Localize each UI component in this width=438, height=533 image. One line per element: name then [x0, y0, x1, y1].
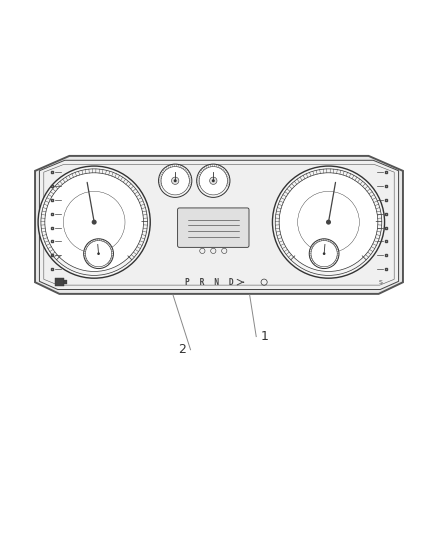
Polygon shape: [39, 160, 399, 289]
Text: S: S: [379, 280, 383, 285]
FancyBboxPatch shape: [177, 208, 249, 247]
Circle shape: [161, 167, 189, 195]
Text: P  R  N  D: P R N D: [185, 278, 234, 287]
Circle shape: [279, 173, 378, 271]
Circle shape: [85, 240, 112, 267]
Circle shape: [212, 179, 215, 182]
Polygon shape: [35, 156, 403, 294]
Circle shape: [97, 252, 100, 255]
Circle shape: [84, 239, 113, 269]
Circle shape: [323, 252, 325, 255]
Text: 1: 1: [261, 330, 268, 343]
Circle shape: [199, 167, 227, 195]
Circle shape: [311, 240, 337, 267]
Circle shape: [210, 177, 217, 184]
Circle shape: [272, 166, 385, 278]
Circle shape: [174, 179, 177, 182]
Circle shape: [92, 220, 97, 224]
Circle shape: [45, 173, 144, 271]
Bar: [64, 280, 67, 284]
Circle shape: [326, 220, 331, 224]
Circle shape: [159, 164, 192, 197]
Bar: [55, 278, 64, 286]
Circle shape: [197, 164, 230, 197]
Circle shape: [309, 239, 339, 269]
Text: 2: 2: [178, 343, 186, 356]
Circle shape: [38, 166, 150, 278]
Circle shape: [172, 177, 179, 184]
